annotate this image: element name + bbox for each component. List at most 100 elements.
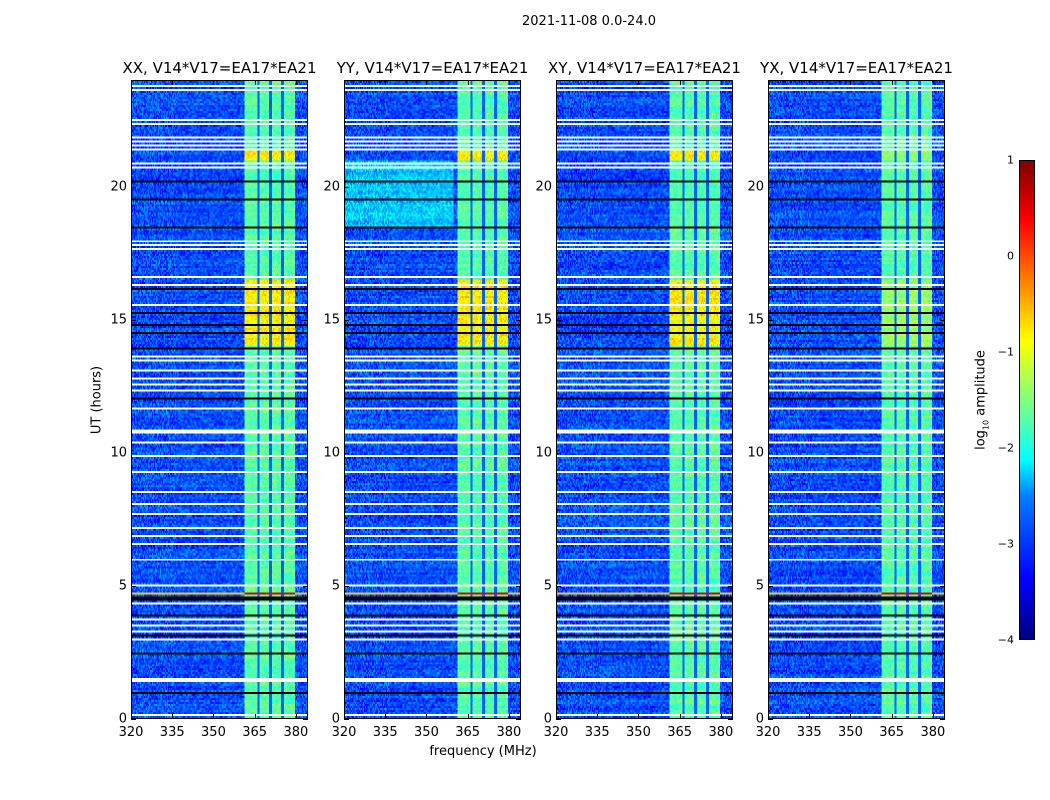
x-tick-mark bbox=[720, 714, 722, 719]
figure-suptitle: 2021-11-08 0.0-24.0 bbox=[522, 14, 656, 29]
y-tick-label: 5 bbox=[331, 578, 340, 594]
y-tick-mark bbox=[303, 186, 308, 188]
x-tick-mark bbox=[768, 714, 769, 719]
y-tick-label: 15 bbox=[110, 312, 127, 328]
x-tick-mark bbox=[638, 714, 640, 719]
x-tick-label: 320 bbox=[118, 725, 144, 740]
x-tick-mark bbox=[932, 80, 934, 85]
y-tick-mark bbox=[344, 452, 349, 454]
x-tick-mark bbox=[254, 80, 256, 85]
x-tick-mark bbox=[385, 714, 387, 719]
x-tick-mark bbox=[467, 80, 469, 85]
y-tick-label: 0 bbox=[543, 711, 552, 727]
heatmap-image bbox=[557, 81, 732, 718]
x-tick-label: 365 bbox=[455, 725, 481, 740]
y-tick-label: 10 bbox=[747, 445, 764, 461]
x-axis-label: frequency (MHz) bbox=[429, 744, 537, 759]
y-tick-mark bbox=[940, 452, 945, 454]
x-tick-mark bbox=[385, 80, 387, 85]
y-tick-mark bbox=[516, 186, 521, 188]
y-tick-mark bbox=[728, 186, 733, 188]
colorbar-tick-label: −4 bbox=[997, 633, 1014, 647]
x-tick-mark bbox=[131, 80, 132, 85]
y-tick-label: 20 bbox=[323, 179, 340, 194]
x-tick-label: 320 bbox=[755, 725, 781, 740]
y-tick-mark bbox=[768, 719, 773, 720]
x-tick-mark bbox=[932, 714, 934, 719]
panel-title: XY, V14*V17=EA17*EA21 bbox=[548, 59, 741, 77]
x-tick-label: 365 bbox=[242, 725, 268, 740]
x-tick-mark bbox=[131, 714, 132, 719]
x-tick-label: 335 bbox=[584, 725, 610, 740]
x-tick-mark bbox=[344, 714, 345, 719]
x-tick-mark bbox=[344, 80, 345, 85]
y-tick-mark bbox=[728, 319, 733, 321]
y-tick-label: 5 bbox=[755, 578, 764, 594]
y-tick-mark bbox=[516, 452, 521, 454]
x-tick-mark bbox=[850, 80, 852, 85]
colorbar-tick-label: −1 bbox=[997, 345, 1014, 359]
y-tick-mark bbox=[516, 585, 521, 587]
y-tick-mark bbox=[768, 186, 773, 188]
y-tick-mark bbox=[556, 585, 561, 587]
x-tick-label: 380 bbox=[708, 725, 734, 740]
panel-title: YX, V14*V17=EA17*EA21 bbox=[760, 59, 953, 77]
y-tick-mark bbox=[728, 719, 733, 720]
y-tick-mark bbox=[940, 719, 945, 720]
colorbar-tick-label: −3 bbox=[997, 537, 1014, 551]
y-tick-mark bbox=[768, 319, 773, 321]
y-tick-mark bbox=[940, 319, 945, 321]
y-tick-label: 5 bbox=[118, 578, 127, 594]
x-tick-mark bbox=[597, 80, 599, 85]
y-tick-mark bbox=[728, 585, 733, 587]
y-axis-label: UT (hours) bbox=[89, 365, 105, 435]
x-tick-mark bbox=[809, 80, 811, 85]
y-tick-mark bbox=[131, 585, 136, 587]
y-tick-mark bbox=[131, 719, 136, 720]
y-tick-label: 20 bbox=[110, 179, 127, 194]
y-tick-mark bbox=[768, 585, 773, 587]
y-tick-mark bbox=[516, 719, 521, 720]
x-tick-mark bbox=[172, 80, 174, 85]
x-tick-mark bbox=[638, 80, 640, 85]
x-tick-label: 320 bbox=[543, 725, 569, 740]
y-tick-mark bbox=[768, 452, 773, 454]
y-tick-mark bbox=[303, 585, 308, 587]
x-tick-mark bbox=[597, 714, 599, 719]
spectrogram-panel-xy bbox=[556, 80, 733, 719]
x-tick-mark bbox=[556, 80, 557, 85]
x-tick-mark bbox=[295, 714, 297, 719]
colorbar bbox=[1019, 160, 1035, 640]
x-tick-label: 335 bbox=[372, 725, 398, 740]
x-tick-mark bbox=[172, 714, 174, 719]
spectrogram-panel-yy bbox=[344, 80, 521, 719]
x-tick-mark bbox=[891, 80, 893, 85]
y-tick-mark bbox=[556, 186, 561, 188]
x-tick-mark bbox=[679, 80, 681, 85]
y-tick-label: 15 bbox=[535, 312, 552, 328]
x-tick-label: 380 bbox=[283, 725, 309, 740]
y-tick-mark bbox=[303, 719, 308, 720]
y-tick-label: 20 bbox=[535, 179, 552, 194]
colorbar-tick-label: 1 bbox=[1007, 153, 1014, 167]
y-tick-label: 0 bbox=[118, 711, 127, 727]
x-tick-mark bbox=[508, 714, 510, 719]
y-tick-label: 15 bbox=[323, 312, 340, 328]
x-tick-mark bbox=[295, 80, 297, 85]
x-tick-mark bbox=[426, 80, 428, 85]
x-tick-mark bbox=[213, 80, 215, 85]
x-tick-mark bbox=[720, 80, 722, 85]
x-tick-mark bbox=[809, 714, 811, 719]
y-tick-mark bbox=[131, 319, 136, 321]
y-tick-label: 10 bbox=[110, 445, 127, 461]
x-tick-mark bbox=[556, 714, 557, 719]
panel-title: YY, V14*V17=EA17*EA21 bbox=[336, 59, 529, 77]
x-tick-mark bbox=[467, 714, 469, 719]
colorbar-tick-label: −2 bbox=[997, 441, 1014, 455]
y-tick-mark bbox=[131, 186, 136, 188]
x-tick-mark bbox=[508, 80, 510, 85]
y-tick-mark bbox=[344, 186, 349, 188]
heatmap-image bbox=[132, 81, 307, 718]
y-tick-mark bbox=[344, 719, 349, 720]
